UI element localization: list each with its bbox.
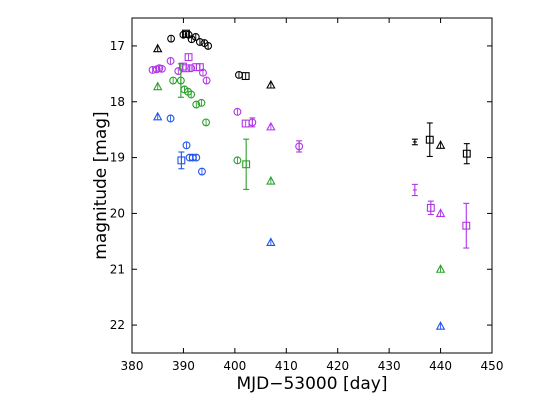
data-point [192,153,201,162]
y-tick-label: 19 [110,151,125,165]
data-point [233,107,242,116]
y-tick-label: 17 [110,39,125,53]
data-point [187,35,196,44]
data-point [266,121,276,131]
data-point [152,81,163,91]
data-point [174,67,183,75]
x-tick-label: 390 [172,359,195,373]
plot-area [131,17,493,354]
data-point [152,43,163,53]
data-point [195,38,204,46]
data-point [204,41,213,50]
data-point [266,237,276,246]
x-tick-label: 400 [223,359,246,373]
data-point [295,140,304,153]
data-point [233,156,242,165]
data-point [202,76,211,85]
x-tick-label: 420 [326,359,349,373]
y-tick-label: 18 [110,95,125,109]
data-point [191,33,200,41]
data-point [241,72,250,81]
data-point [435,208,446,217]
data-point [435,140,446,149]
x-tick-label: 430 [378,359,401,373]
data-point [182,141,191,150]
data-point [176,63,185,98]
data-point [426,200,435,216]
data-point [202,118,211,127]
data-point [166,57,175,65]
y-tick-label: 20 [110,206,125,220]
data-point [169,76,178,85]
data-point [187,90,196,99]
data-point [248,117,257,128]
data-point [266,79,276,89]
data-point [435,321,446,330]
y-tick-label: 22 [110,318,125,332]
data-point [242,138,251,190]
data-point [182,64,190,73]
data-point [177,151,186,170]
data-point [184,53,193,62]
data-point [462,202,471,249]
data-point [166,114,175,123]
x-tick-label: 450 [481,359,504,373]
data-point [266,175,276,185]
data-point [411,183,418,197]
data-point [187,64,196,73]
x-tick-label: 440 [429,359,452,373]
x-axis-label: MJD−53000 [day] [236,374,387,394]
data-point [435,264,446,273]
data-point [199,68,207,77]
data-point [411,138,418,146]
data-point [197,167,206,176]
x-tick-label: 410 [275,359,298,373]
data-point [462,143,471,165]
axis-ticks: 380 390 400 410 420 430 440 450 17 18 19 20 21 22 [110,18,504,373]
data-point [425,122,434,158]
data-point [152,111,163,121]
data-point [157,64,166,73]
data-point [192,100,201,109]
data-point [197,98,206,107]
data-point [167,34,176,43]
data-points [148,29,471,330]
x-tick-label: 380 [121,359,144,373]
y-tick-label: 21 [110,262,125,276]
y-axis-label: magnitude [mag] [91,111,111,259]
